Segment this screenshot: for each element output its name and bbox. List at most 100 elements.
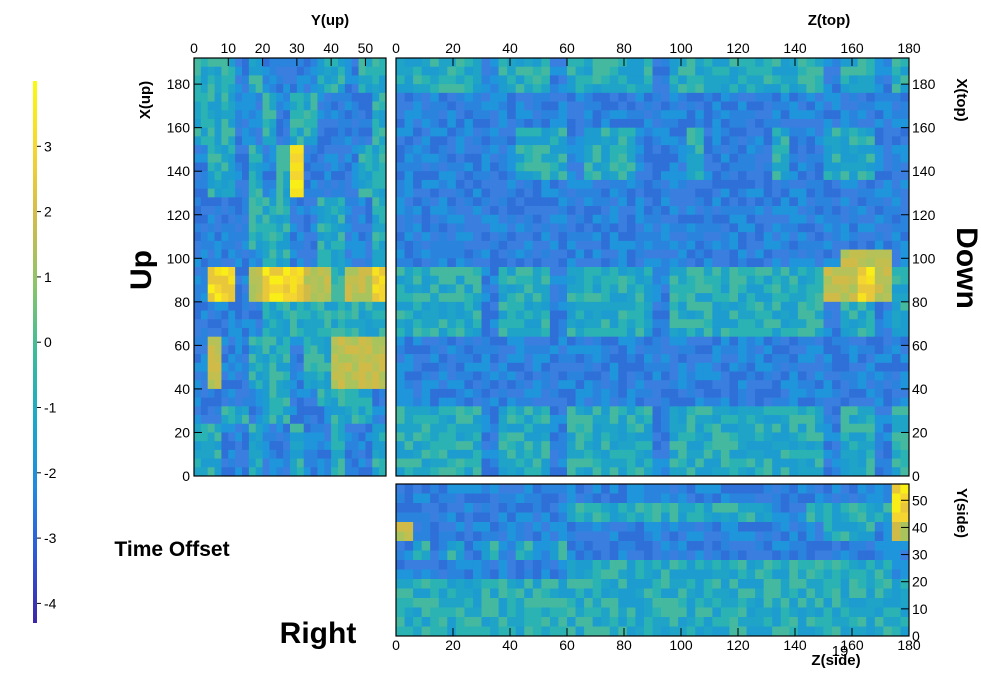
heatmap-cell xyxy=(338,58,346,68)
heatmap-cell xyxy=(609,354,619,364)
heatmap-cell xyxy=(635,179,645,190)
heatmap-cell xyxy=(712,249,722,259)
heatmap-cell xyxy=(549,336,559,346)
heatmap-cell xyxy=(200,240,209,250)
heatmap-cell xyxy=(567,512,576,523)
heatmap-cell xyxy=(324,188,332,198)
heatmap-cell xyxy=(584,275,594,285)
heatmap-cell xyxy=(358,75,366,85)
heatmap-cell xyxy=(515,206,525,216)
heatmap-cell xyxy=(524,550,534,561)
heatmap-cell xyxy=(524,84,534,94)
heatmap-cell xyxy=(678,336,688,346)
heatmap-cell xyxy=(814,432,824,442)
heatmap-cell xyxy=(652,531,662,542)
heatmap-cell xyxy=(262,240,270,250)
heatmap-cell xyxy=(823,512,833,523)
heatmap-cell xyxy=(643,371,653,381)
heatmap-cell xyxy=(310,171,318,181)
heatmap-cell xyxy=(609,145,619,155)
heatmap-cell xyxy=(772,171,782,181)
heatmap-cell xyxy=(515,275,525,285)
heatmap-cell xyxy=(755,214,765,224)
heatmap-cell xyxy=(194,319,202,329)
heatmap-cell xyxy=(276,406,284,416)
heatmap-cell xyxy=(290,354,298,364)
heatmap-cell xyxy=(507,110,517,120)
heatmap-cell xyxy=(755,415,765,425)
heatmap-cell xyxy=(324,388,332,399)
heatmap-cell xyxy=(609,310,619,320)
panel-down: 0 20 40 60 80 100 120 140 160 1800204060801001201… xyxy=(392,12,970,484)
heatmap-cell xyxy=(857,301,867,311)
heatmap-cell xyxy=(344,380,353,390)
heatmap-cell xyxy=(404,284,414,294)
heatmap-cell xyxy=(207,92,215,102)
heatmap-cell xyxy=(712,267,722,277)
heatmap-cell xyxy=(661,319,670,329)
heatmap-cell xyxy=(626,179,636,190)
heatmap-cell xyxy=(584,467,594,477)
heatmap-cell xyxy=(712,569,722,580)
heatmap-cell xyxy=(763,397,773,407)
heatmap-cell xyxy=(592,522,602,532)
heatmap-cell xyxy=(455,406,465,416)
heatmap-cell xyxy=(317,415,325,425)
heatmap-cell xyxy=(276,75,284,85)
heatmap-cell xyxy=(372,380,380,390)
heatmap-cell xyxy=(874,569,884,580)
heatmap-cell xyxy=(490,319,499,329)
heatmap-cell xyxy=(609,531,619,542)
heatmap-cell xyxy=(549,293,559,303)
heatmap-cell xyxy=(609,550,619,561)
colorbar-tick-label: 1 xyxy=(44,269,52,285)
heatmap-cell xyxy=(276,197,284,207)
heatmap-cell xyxy=(652,84,662,94)
heatmap-cell xyxy=(840,301,850,311)
heatmap-cell xyxy=(430,301,440,311)
heatmap-cell xyxy=(635,310,645,320)
heatmap-cell xyxy=(652,512,662,523)
heatmap-cell xyxy=(515,240,525,250)
heatmap-cell xyxy=(351,75,359,85)
heatmap-cell xyxy=(746,66,756,76)
heatmap-cell xyxy=(481,58,491,68)
heatmap-cell xyxy=(358,232,366,242)
heatmap-cell xyxy=(780,441,790,451)
heatmap-cell xyxy=(883,319,893,329)
heatmap-cell xyxy=(823,569,833,580)
heatmap-cell xyxy=(720,127,730,137)
heatmap-cell xyxy=(472,197,482,207)
heatmap-cell xyxy=(575,293,585,303)
heatmap-cell xyxy=(200,249,209,259)
heatmap-cell xyxy=(635,284,645,294)
heatmap-cell xyxy=(584,588,594,599)
heatmap-cell xyxy=(669,136,679,146)
heatmap-cell xyxy=(248,267,257,277)
heatmap-cell xyxy=(214,267,222,277)
heatmap-cell xyxy=(515,58,525,68)
heatmap-cell xyxy=(515,232,525,242)
heatmap-cell xyxy=(262,188,270,198)
heatmap-cell xyxy=(678,441,688,451)
heatmap-cell xyxy=(609,101,619,111)
heatmap-cell xyxy=(840,258,850,268)
heatmap-cell xyxy=(832,249,841,259)
heatmap-cell xyxy=(832,136,841,146)
heatmap-cell xyxy=(806,423,816,433)
heatmap-cell xyxy=(255,345,263,355)
heatmap-cell xyxy=(832,284,841,294)
heatmap-cell xyxy=(404,101,414,111)
heatmap-cell xyxy=(857,249,867,259)
heatmap-cell xyxy=(755,118,765,129)
heatmap-cell xyxy=(592,301,602,311)
heatmap-cell xyxy=(372,249,380,259)
heatmap-cell xyxy=(712,345,722,355)
heatmap-cell xyxy=(643,560,653,570)
heatmap-cell xyxy=(849,449,859,459)
heatmap-cell xyxy=(652,214,662,224)
heatmap-cell xyxy=(789,84,799,94)
heatmap-cell xyxy=(695,484,705,494)
heatmap-cell xyxy=(214,118,222,129)
heatmap-cell xyxy=(507,458,517,468)
